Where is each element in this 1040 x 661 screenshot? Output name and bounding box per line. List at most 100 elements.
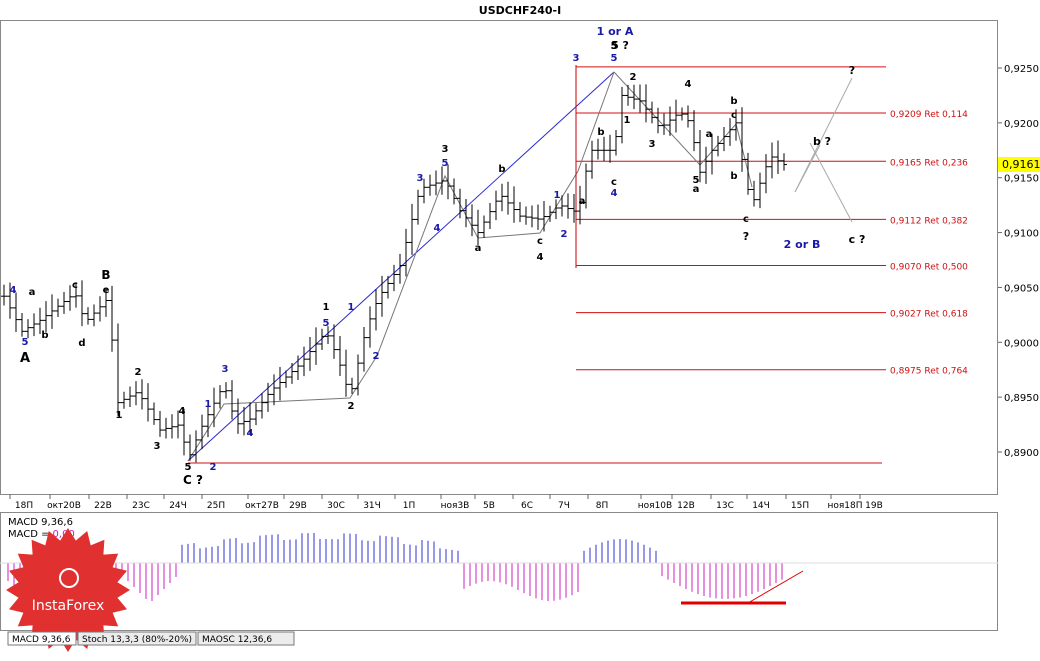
price-axis: 0,9250 0,9200 0,9150 0,9100 0,9050 0,9000 0,89… [998, 64, 1039, 459]
wave-count-label: 2 [135, 367, 142, 378]
wave-count-label: 3 [417, 173, 424, 184]
price-tick-label: 0,9050 [1004, 283, 1039, 294]
wave-major-label: c ? [849, 233, 866, 246]
indicator-tab-label: MACD 9,36,6 [12, 635, 71, 645]
wave-path-1 [187, 71, 615, 462]
time-axis: 18П окт20В 22В 23С 24Ч 25П окт27В 29В 30С 31Ч 1П но… [9, 494, 883, 511]
time-tick-label: 14Ч [752, 501, 770, 511]
wave-count-label: 5 [185, 462, 192, 473]
time-tick-label: окт27В [245, 501, 279, 511]
price-tick-label: 0,8900 [1004, 448, 1039, 459]
time-tick-label: 18П [15, 501, 33, 511]
wave-count-label: 2 [210, 462, 217, 473]
wave-count-label: c [743, 214, 749, 225]
time-tick-label: 22В [94, 501, 112, 511]
fib-level-label: 0,9165 Ret 0,236 [890, 158, 968, 168]
wave-major-label: 5 ? [611, 39, 629, 52]
indicator-tab[interactable] [197, 631, 295, 646]
wave-major-label: 1 or A [597, 25, 634, 38]
wave-count-label: 5 [611, 41, 618, 52]
projection-question-mark: ? [849, 64, 855, 77]
wave-major-label: B [101, 268, 110, 282]
main-panel-frame [0, 20, 998, 495]
wave-count-label: 5 [693, 175, 700, 186]
wave-count-label: 2 [373, 351, 380, 362]
wave-count-label: 1 [323, 302, 330, 313]
indicator-tab[interactable] [7, 631, 77, 646]
wave-count-label: a [475, 243, 482, 254]
wave-count-label: b [498, 164, 505, 175]
wave-major-label: C ? [183, 473, 203, 487]
time-tick-label: ноя10В [638, 501, 672, 511]
wave-major-label: b ? [813, 135, 831, 148]
time-tick-label: ноя18П [827, 501, 862, 511]
time-tick-label: 19В [865, 501, 883, 511]
price-tick-label: 0,8950 [1004, 393, 1039, 404]
wave-count-label: a [29, 287, 36, 298]
wave-count-label: 4 [537, 252, 544, 263]
wave-major-label: A [20, 351, 30, 366]
svg-text:0,9161: 0,9161 [1002, 158, 1040, 171]
price-tick-label: 0,9200 [1004, 119, 1039, 130]
projection-down [809, 142, 853, 223]
time-tick-label: 29В [289, 501, 307, 511]
indicator-tabs: MACD 9,36,6 Stoch 13,3,3 (80%-20%) MAOSC 1… [7, 631, 295, 646]
fib-level-label: 0,9027 Ret 0,618 [890, 310, 968, 320]
wave-count-label: d [78, 338, 85, 349]
price-tick-label: 0,9250 [1004, 64, 1039, 75]
wave-count-label: b [730, 171, 737, 182]
wave-count-label: 4 [179, 406, 186, 417]
fibonacci-levels: 0,9209 Ret 0,114 0,9165 Ret 0,236 0,9112 R… [188, 66, 968, 464]
wave-count-label: c [72, 280, 78, 291]
price-tick-label: 0,9000 [1004, 338, 1039, 349]
wave-count-label: 2 [630, 72, 637, 83]
wave-count-label: 3 [649, 139, 656, 150]
instaforex-logo-text: InstaForex [32, 598, 105, 614]
wave-count-label: 5 [323, 318, 330, 329]
wave-count-label: 2 [561, 229, 568, 240]
trend-line-blue [187, 71, 615, 462]
time-tick-label: 12В [677, 501, 695, 511]
time-tick-label: 13С [716, 501, 734, 511]
indicator-tab-label: Stoch 13,3,3 (80%-20%) [82, 635, 192, 645]
indicator-tab[interactable] [77, 631, 197, 646]
projection-cross [794, 144, 821, 193]
wave-count-label: a [693, 184, 700, 195]
macd-label: MACD 9,36,6 [8, 517, 73, 528]
wave-count-label: 1 [624, 115, 631, 126]
fib-level-label: 0,9070 Ret 0,500 [890, 262, 968, 272]
price-tick-label: 0,9150 [1004, 174, 1039, 185]
macd-trend-line [747, 570, 804, 604]
macd-panel-frame [0, 512, 998, 631]
wave-count-label: 3 [154, 441, 161, 452]
wave-count-label: c [731, 110, 737, 121]
wave-count-label: 5 [22, 337, 29, 348]
wave-count-label: a [706, 129, 713, 140]
time-tick-label: 1П [403, 501, 416, 511]
time-tick-label: 31Ч [363, 501, 381, 511]
wave-count-label: 5 [442, 158, 449, 169]
time-tick-label: 6С [521, 501, 533, 511]
projection-up [794, 77, 853, 193]
wave-count-label: a [579, 196, 586, 207]
price-tick-label: 0,9100 [1004, 229, 1039, 240]
wave-count-label: 4 [10, 285, 17, 296]
time-tick-label: 8П [596, 501, 609, 511]
time-tick-label: 5В [483, 501, 495, 511]
wave-count-label: b [730, 96, 737, 107]
time-tick-label: 23С [132, 501, 150, 511]
wave-count-label: c [537, 236, 543, 247]
wave-count-label: 1 [116, 410, 123, 421]
wave-count-label: 1 [205, 399, 212, 410]
wave-count-label: 3 [222, 364, 229, 375]
wave-count-label: 4 [434, 223, 441, 234]
price-bars [1, 84, 787, 463]
wave-major-label: ? [743, 230, 749, 243]
wave-count-label: 2 [348, 401, 355, 412]
wave-major-label: 2 or B [784, 238, 821, 251]
macd-signal-label: MACD = 0,00 [8, 529, 75, 540]
indicator-tab-label: MAOSC 12,36,6 [202, 635, 272, 645]
wave-count-label: b [597, 127, 604, 138]
time-tick-label: 7Ч [558, 501, 570, 511]
